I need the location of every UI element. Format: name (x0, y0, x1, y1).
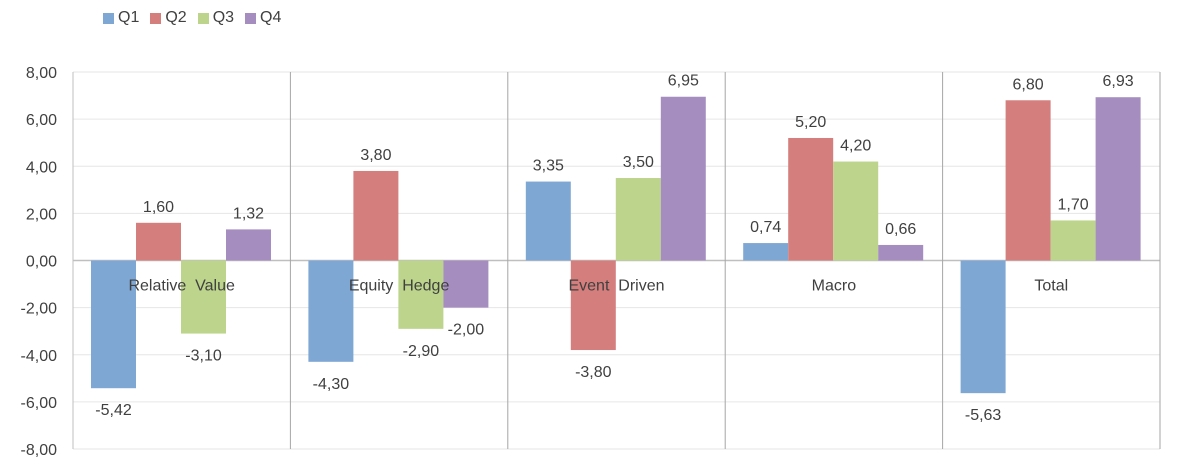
data-label: -5,42 (95, 402, 132, 419)
legend-label-q1: Q1 (118, 9, 140, 26)
data-label: -5,63 (965, 407, 1002, 424)
legend-swatch-q1 (103, 12, 114, 24)
bar-q4 (443, 260, 489, 308)
bar-q3 (615, 178, 661, 261)
legend-item-q3: Q3 (197, 9, 235, 27)
bar-q4 (878, 244, 924, 261)
category-label: Equity Hedge (349, 278, 450, 295)
data-label: 1,60 (143, 199, 174, 216)
legend-item-q2: Q2 (150, 9, 187, 27)
bar-q2 (136, 222, 181, 261)
y-tick-label: -4,00 (21, 348, 58, 365)
category-label: Total (1034, 278, 1068, 295)
y-tick-label: -8,00 (21, 442, 58, 459)
legend-swatch-q4 (245, 12, 257, 24)
data-label: 1,70 (1058, 196, 1089, 213)
data-label: -4,30 (313, 376, 350, 393)
bar-q4 (226, 229, 271, 261)
category-label: Macro (812, 278, 857, 295)
bar-q2 (788, 137, 834, 261)
bar-q3 (398, 260, 444, 329)
bar-q4 (1095, 97, 1141, 261)
legend-swatch-q2 (150, 12, 162, 24)
data-label: -2,90 (403, 343, 440, 360)
legend-item-q4: Q4 (245, 9, 281, 27)
legend-swatch-q3 (197, 12, 209, 24)
y-tick-label: 8,00 (26, 65, 57, 82)
data-label: 3,35 (533, 158, 564, 175)
bar-q1 (308, 260, 354, 362)
y-tick-label: 6,00 (26, 112, 57, 129)
bar-q2 (570, 260, 616, 351)
data-label: -3,10 (185, 348, 222, 365)
legend-item-q1: Q1 (103, 9, 139, 27)
category-label: Event Driven (568, 278, 664, 295)
data-label: -3,80 (575, 364, 612, 381)
bar-q3 (1050, 220, 1096, 261)
data-label: 1,32 (233, 205, 264, 222)
bar-q1 (743, 243, 789, 261)
bar-q3 (181, 260, 226, 334)
bar-q2 (353, 170, 399, 261)
bar-q1 (960, 260, 1006, 394)
data-label: 0,66 (885, 221, 916, 238)
bar-q3 (833, 161, 879, 261)
data-label: 4,20 (840, 138, 871, 155)
data-label: 3,50 (623, 154, 654, 171)
y-tick-label: -6,00 (21, 395, 58, 412)
data-label: 6,95 (668, 73, 699, 90)
category-label: Relative Value (128, 278, 235, 295)
data-label: 6,93 (1103, 73, 1134, 90)
chart-legend: Q1 Q2 Q3 Q4 (103, 9, 281, 27)
data-label: -2,00 (448, 322, 485, 339)
bar-q4 (660, 96, 706, 261)
y-tick-label: -2,00 (21, 301, 58, 318)
bar-q1 (91, 260, 136, 389)
y-tick-label: 0,00 (26, 254, 57, 271)
legend-label-q4: Q4 (260, 9, 282, 26)
data-label: 3,80 (360, 147, 391, 164)
legend-label-q3: Q3 (212, 9, 235, 26)
data-label: 6,80 (1013, 76, 1044, 93)
y-tick-label: 4,00 (26, 159, 57, 176)
legend-label-q2: Q2 (165, 9, 187, 26)
y-tick-label: 2,00 (26, 206, 57, 223)
data-label: 0,74 (750, 219, 781, 236)
bar-q1 (525, 181, 571, 261)
bar-q2 (1005, 100, 1051, 261)
data-label: 5,20 (795, 114, 826, 131)
